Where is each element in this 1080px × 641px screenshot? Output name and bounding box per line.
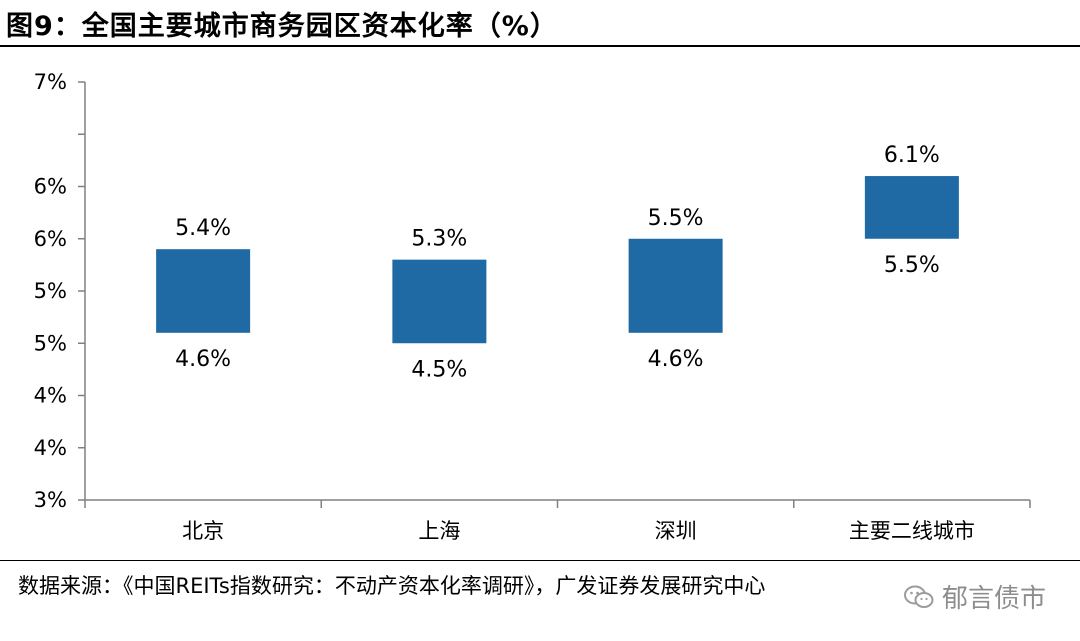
source-note: 数据来源：《中国REITs指数研究：不动产资本化率调研》，广发证券发展研究中心 [18,574,766,598]
y-tick-label: 4% [34,384,67,408]
x-axis: 北京 上海 深圳 主要二线城市 [84,499,1031,543]
data-labels: 5.4% 4.6% 5.3% 4.5% 5.5% 4.6% 6.1% 5.5% [175,143,940,382]
y-axis: 3% 4% 4% 5% 5% 6% 6% 7% [34,70,86,512]
low-value-label: 4.6% [175,347,231,372]
high-value-label: 5.4% [175,216,231,241]
y-tick-label: 5% [34,331,67,355]
watermark-text: 郁言债市 [941,584,1046,614]
range-bar [392,259,487,344]
footer-divider [0,560,1080,561]
low-value-label: 4.5% [411,357,467,382]
range-bar [156,249,251,333]
figure-title: 图9：全国主要城市商务园区资本化率（%） [6,11,558,42]
y-tick-label: 5% [34,279,67,303]
watermark: 郁言债市 [903,578,1046,615]
x-category-label: 上海 [418,519,460,543]
high-value-label: 5.3% [411,227,467,252]
chart-area: 3%4%4%5%5%6%6%7% 北京 上海 深圳 主要二线城市 5.4%4.6%5.… [34,70,1031,543]
y-tick-label: 7% [34,70,67,94]
x-category-label: 主要二线城市 [849,519,975,543]
y-tick-label: 6% [34,227,67,251]
bars [156,176,959,344]
x-category-label: 深圳 [655,519,697,543]
wechat-icon [903,585,934,608]
title-divider [0,45,1080,47]
y-tick-label: 6% [34,175,67,199]
range-bar [864,176,959,239]
x-category-label: 北京 [182,519,224,543]
y-tick-label: 4% [34,436,67,460]
y-tick-label: 3% [34,488,67,512]
low-value-label: 4.6% [648,347,704,372]
low-value-label: 5.5% [884,253,940,278]
high-value-label: 6.1% [884,143,940,168]
high-value-label: 5.5% [648,206,704,231]
range-bar [628,238,723,333]
